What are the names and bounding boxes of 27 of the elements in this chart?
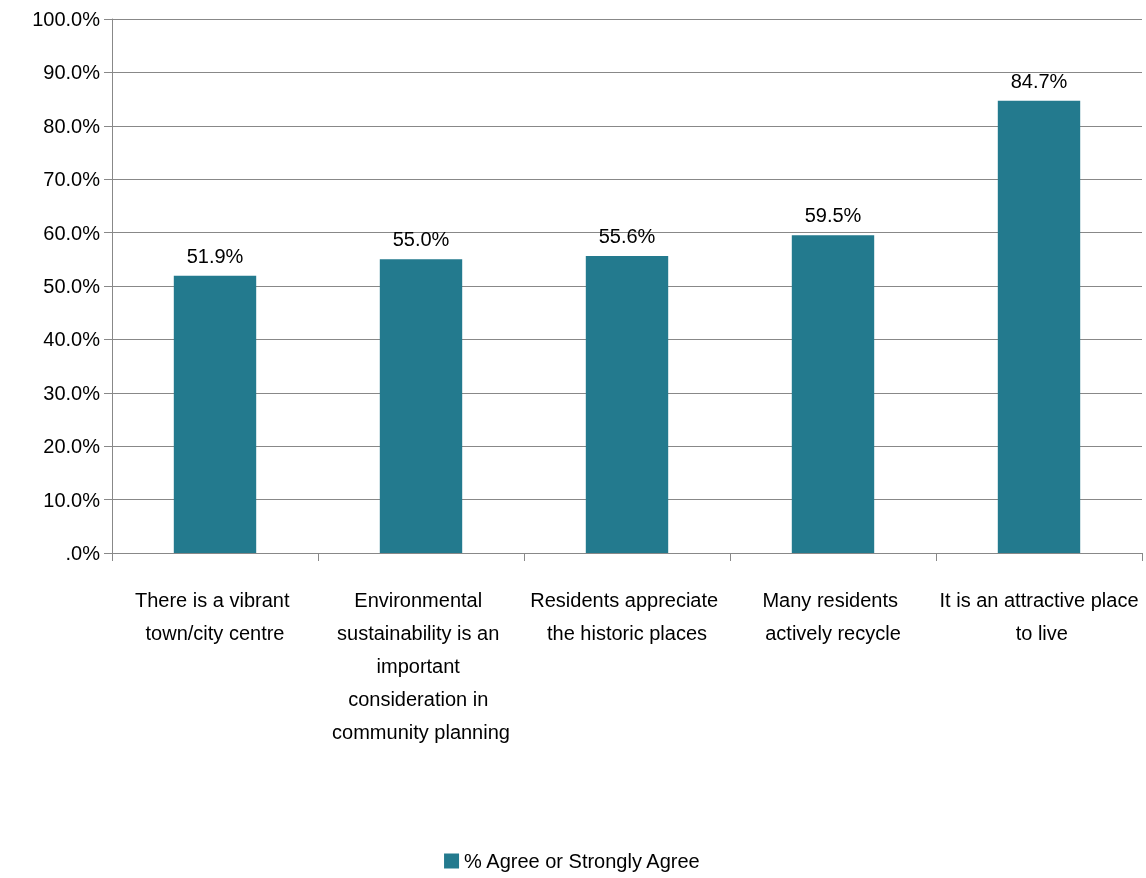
y-tick-label: .0% — [65, 542, 101, 564]
bar — [997, 100, 1081, 553]
x-tick-label: It is an attractive place to live — [939, 588, 1139, 644]
x-tick-label: Residents appreciate the historic places — [530, 588, 724, 644]
bar — [173, 275, 257, 553]
x-tick-label: Many residents actively recycle — [762, 588, 904, 644]
data-label: 55.6% — [598, 225, 656, 248]
y-tick-label: 100.0% — [32, 8, 101, 30]
y-tick-label: 10.0% — [43, 488, 101, 511]
data-label: 55.0% — [392, 228, 450, 251]
y-tick-label: 60.0% — [43, 221, 101, 244]
bar — [791, 235, 875, 553]
legend-label: % Agree or Strongly Agree — [464, 850, 700, 872]
data-label: 59.5% — [804, 204, 862, 227]
bar — [585, 256, 669, 553]
x-tick-label: There is a vibrant town/city centre — [134, 588, 296, 644]
data-label: 84.7% — [1010, 69, 1068, 92]
y-tick-label: 80.0% — [43, 114, 101, 137]
y-tick-label: 90.0% — [43, 61, 101, 84]
y-tick-label: 30.0% — [43, 381, 101, 404]
y-tick-label: 40.0% — [43, 328, 101, 351]
y-tick-label: 20.0% — [43, 435, 101, 458]
bar — [379, 259, 463, 553]
data-label: 51.9% — [186, 244, 244, 267]
y-tick-label: 50.0% — [43, 275, 101, 297]
y-tick-label: 70.0% — [43, 168, 101, 191]
x-tick-label: Environmental sustainability is an important consideration in community planning — [332, 588, 510, 743]
